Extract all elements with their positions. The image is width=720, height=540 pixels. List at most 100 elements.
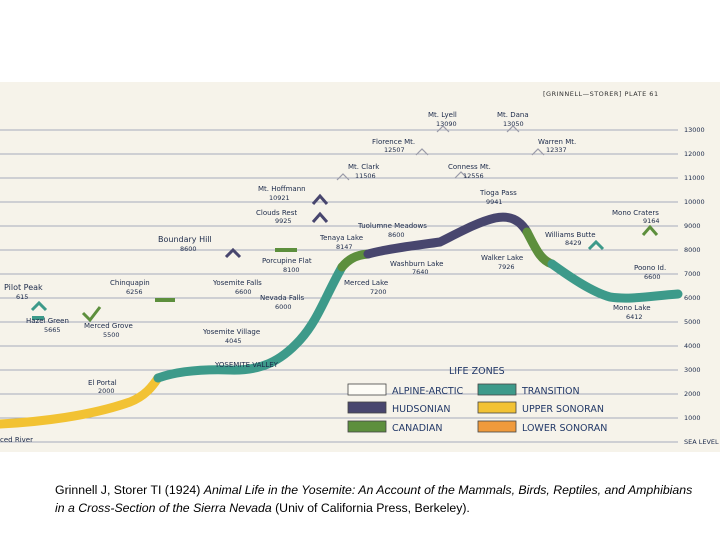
legend-title: LIFE ZONES — [449, 366, 505, 377]
elevation-tick: 1000 — [684, 414, 701, 422]
elevation-tick: 2000 — [684, 390, 701, 398]
place-elevation: 8100 — [283, 266, 300, 274]
place-elevation: 6412 — [626, 313, 643, 321]
legend-label: UPPER SONORAN — [522, 404, 604, 415]
place-name: Florence Mt. — [372, 138, 415, 146]
profile-transition — [153, 262, 347, 383]
place-elevation: 4045 — [225, 337, 242, 345]
place-elevation: 5665 — [44, 326, 61, 334]
place-elevation: 6600 — [644, 273, 661, 281]
place-elevation: 12556 — [463, 172, 484, 180]
legend-swatch — [347, 383, 387, 396]
legend-swatch — [347, 420, 387, 433]
place-name: Chinquapin — [110, 279, 150, 287]
zone-dashes — [32, 248, 297, 320]
place-elevation: 9941 — [486, 198, 503, 206]
elevation-tick: 3000 — [684, 366, 701, 374]
place-elevation: 2000 — [98, 387, 115, 395]
elevation-tick: 10000 — [684, 198, 705, 206]
legend-label: ALPINE-ARCTIC — [392, 386, 464, 397]
place-elevation: 8147 — [336, 243, 353, 251]
place-name: Tenaya Lake — [319, 234, 363, 242]
place-name: Warren Mt. — [538, 138, 576, 146]
place-elevation: 8600 — [388, 231, 405, 239]
place-name: Mt. Hoffmann — [258, 185, 306, 193]
profile-transition-east — [547, 259, 683, 303]
elevation-tick: 8000 — [684, 246, 701, 254]
plate-61-figure: [GRINNELL—STORER] PLATE 61 13000 12000 1… — [0, 82, 720, 452]
boundary-hill-marker — [224, 247, 242, 259]
place-elevation: 10921 — [269, 194, 290, 202]
place-name: Nevada Falls — [260, 294, 304, 302]
caption-authors: Grinnell J, Storer TI (1924) — [55, 483, 204, 497]
merced-grove-marker — [81, 306, 102, 323]
place-name: Pilot Peak — [4, 283, 43, 292]
place-elevation: 7640 — [412, 268, 429, 276]
citation-caption: Grinnell J, Storer TI (1924) Animal Life… — [55, 481, 695, 517]
sea-level-label: SEA LEVEL — [684, 438, 719, 446]
place-elevation: 12337 — [546, 146, 567, 154]
place-name: Merced Lake — [344, 279, 388, 287]
place-elevation: 6256 — [126, 288, 143, 296]
place-name: Poono Id. — [634, 264, 666, 272]
valley-label: YOSEMITE VALLEY — [214, 361, 279, 369]
elevation-tick: 6000 — [684, 294, 701, 302]
place-elevation: 5500 — [103, 331, 120, 339]
peak-markers — [30, 193, 659, 323]
place-name: Mono Lake — [613, 304, 651, 312]
elevation-tick: 9000 — [684, 222, 701, 230]
river-label: ced River — [0, 436, 33, 444]
place-elevation: 8600 — [180, 245, 197, 253]
place-name: Hazel Green — [26, 317, 69, 325]
place-elevation: 615 — [16, 293, 28, 301]
place-name: Tioga Pass — [479, 189, 517, 197]
pilot-peak-marker — [30, 300, 48, 312]
elevation-tick: 13000 — [684, 126, 705, 134]
place-name: Yosemite Falls — [212, 279, 262, 287]
place-name: Yosemite Village — [202, 328, 260, 336]
place-elevation: 7926 — [498, 263, 515, 271]
place-name: El Portal — [88, 379, 117, 387]
place-name: Merced Grove — [84, 322, 133, 330]
place-name: Mt. Clark — [348, 163, 380, 171]
place-elevation: 6600 — [235, 288, 252, 296]
plate-header: [GRINNELL—STORER] PLATE 61 — [543, 90, 659, 98]
mono-craters-marker — [641, 224, 659, 236]
place-name: Clouds Rest — [256, 209, 297, 217]
legend-label: HUDSONIAN — [392, 404, 450, 415]
elevation-tick: 7000 — [684, 270, 701, 278]
legend-label: CANADIAN — [392, 423, 442, 434]
life-zones-legend: LIFE ZONES ALPINE-ARCTIC HUDSONIAN CANAD… — [347, 366, 607, 434]
place-name: Conness Mt. — [448, 163, 491, 171]
place-name: Williams Butte — [545, 231, 596, 239]
profile-hudsonian — [363, 212, 532, 259]
elevation-tick: 5000 — [684, 318, 701, 326]
elevation-grid — [0, 129, 678, 443]
place-elevation: 9925 — [275, 217, 292, 225]
place-elevation: 11506 — [355, 172, 376, 180]
legend-label: TRANSITION — [521, 386, 580, 397]
cross-section-profile — [0, 212, 683, 429]
legend-swatch — [347, 401, 387, 414]
profile-upper-sonoran — [0, 373, 163, 429]
place-name: Mono Craters — [612, 209, 659, 217]
legend-swatch — [477, 420, 517, 433]
elevation-tick: 4000 — [684, 342, 701, 350]
legend-swatch — [477, 383, 517, 396]
legend-swatch — [477, 401, 517, 414]
place-name: Boundary Hill — [158, 235, 212, 244]
place-elevation: 8429 — [565, 239, 582, 247]
caption-title: Animal Life in the Yosemite: An Account … — [55, 483, 693, 515]
place-name: Porcupine Flat — [262, 257, 312, 265]
place-elevation: 12507 — [384, 146, 405, 154]
place-elevation: 13090 — [436, 120, 457, 128]
place-elevation: 13050 — [503, 120, 524, 128]
place-name: Mt. Lyell — [428, 111, 457, 119]
hoffmann-marker — [311, 193, 329, 205]
clouds-rest-marker — [311, 211, 329, 223]
place-elevation: 6000 — [275, 303, 292, 311]
elevation-tick: 12000 — [684, 150, 705, 158]
alpine-peak-markers — [336, 125, 545, 181]
place-labels: Mt. Lyell 13090 Mt. Dana 13050 Florence … — [0, 111, 666, 444]
profile-diagram: [GRINNELL—STORER] PLATE 61 13000 12000 1… — [0, 90, 719, 446]
